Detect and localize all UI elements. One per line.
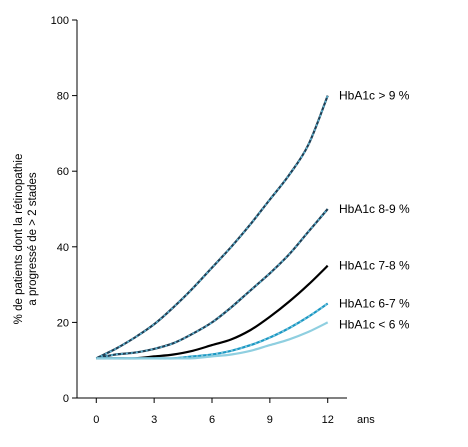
y-axis-title: % de patients dont la rétinopathie a prog… bbox=[13, 154, 39, 325]
series-line-overlay bbox=[96, 302, 329, 360]
x-tick-label: 3 bbox=[151, 414, 157, 426]
y-tick-label: 80 bbox=[57, 91, 69, 103]
y-axis-title-line: a progressé de > 2 stades bbox=[27, 172, 39, 306]
x-tick-label: 12 bbox=[322, 414, 334, 426]
y-axis-title-line: % de patients dont la rétinopathie bbox=[13, 154, 25, 325]
series-line bbox=[96, 321, 329, 360]
series-label: HbA1c 6-7 % bbox=[339, 297, 410, 311]
series-label: HbA1c < 6 % bbox=[339, 317, 410, 331]
series-label: HbA1c > 9 % bbox=[339, 89, 410, 103]
axes bbox=[76, 20, 347, 399]
y-ticks: 0 20 40 60 80 100 bbox=[51, 15, 77, 405]
x-tick-label: 6 bbox=[209, 414, 215, 426]
series-line-overlay bbox=[95, 95, 329, 360]
series-label: HbA1c 7-8 % bbox=[339, 259, 410, 273]
x-ticks: 0 3 6 9 12 bbox=[93, 398, 334, 426]
series-lines bbox=[95, 95, 329, 360]
y-tick-label: 40 bbox=[57, 242, 69, 254]
x-tick-label: 0 bbox=[93, 414, 99, 426]
series-label: HbA1c 8-9 % bbox=[339, 202, 410, 216]
y-tick-label: 100 bbox=[51, 15, 69, 27]
x-tick-label: 9 bbox=[267, 414, 273, 426]
series-line bbox=[96, 208, 329, 360]
y-tick-label: 20 bbox=[57, 317, 69, 329]
x-axis-title: ans bbox=[357, 414, 375, 426]
series-line-overlay bbox=[96, 208, 329, 360]
series-line bbox=[96, 264, 329, 360]
series-labels: HbA1c > 9 % HbA1c 8-9 % HbA1c 7-8 % HbA1c 6… bbox=[339, 89, 410, 332]
series-line bbox=[95, 95, 329, 360]
series-line bbox=[96, 302, 329, 360]
y-tick-label: 0 bbox=[63, 393, 69, 405]
y-tick-label: 60 bbox=[57, 166, 69, 178]
